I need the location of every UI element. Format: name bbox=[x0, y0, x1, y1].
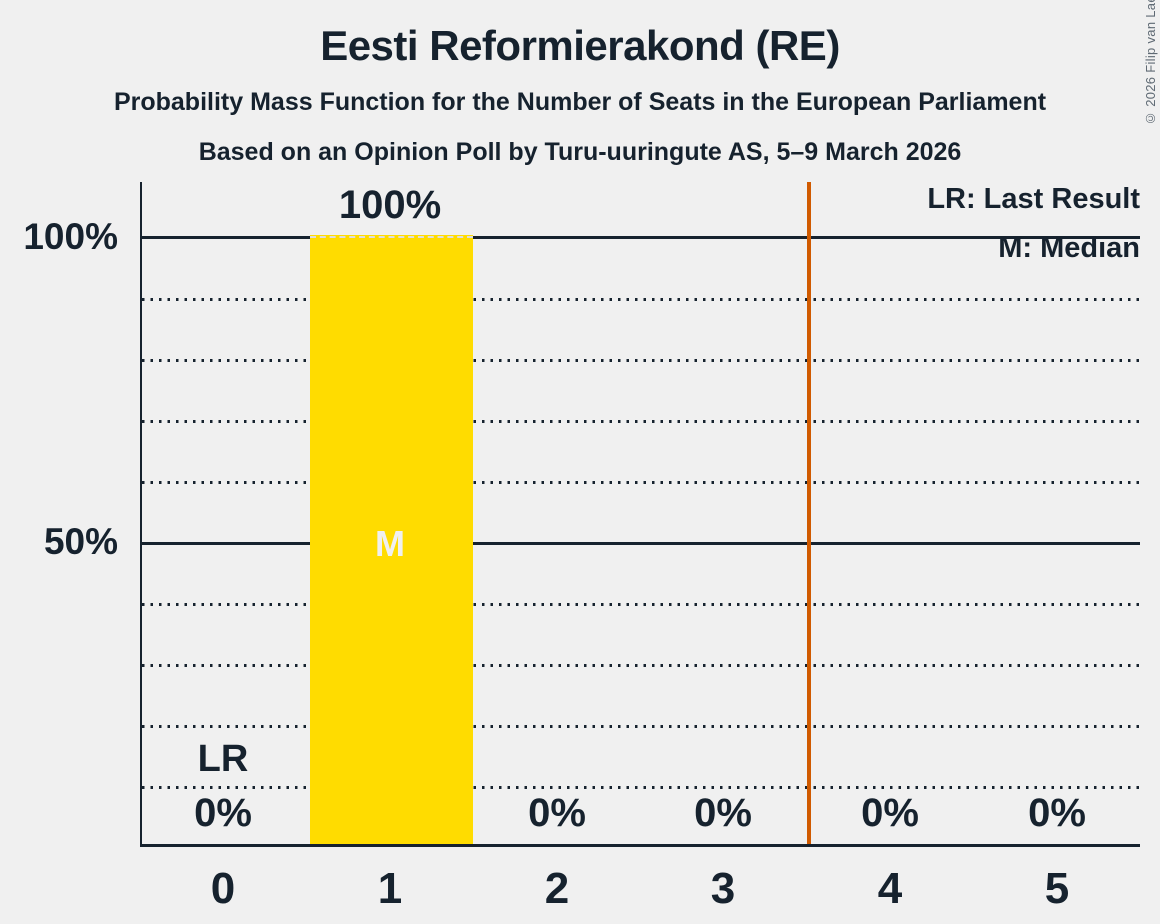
chart-subtitle: Probability Mass Function for the Number… bbox=[113, 88, 1047, 116]
chart-title: Eesti Reformierakond (RE) bbox=[320, 22, 840, 69]
x-tick-seat-0: 0 bbox=[210, 864, 236, 913]
bar-top-gridline-overlay bbox=[310, 236, 473, 238]
gridline-90pct bbox=[142, 298, 1140, 301]
y-axis-tick-50: 50% bbox=[43, 521, 118, 562]
gridline-100pct bbox=[142, 236, 1140, 239]
x-tick-seat-3: 3 bbox=[710, 864, 736, 913]
value-label-seat-1: 100% bbox=[338, 183, 442, 227]
x-tick-seat-1: 1 bbox=[377, 864, 403, 913]
x-tick-seat-2: 2 bbox=[544, 864, 570, 913]
value-label-seat-0: 0% bbox=[194, 791, 252, 835]
gridline-60pct bbox=[142, 481, 1140, 484]
copyright-notice: © 2026 Filip van Laenen bbox=[1143, 0, 1158, 126]
x-tick-seat-4: 4 bbox=[877, 864, 903, 913]
legend-last-result: LR: Last Result bbox=[927, 183, 1140, 215]
last-result-annotation: LR bbox=[197, 738, 249, 780]
legend-median: M: Median bbox=[998, 232, 1140, 264]
plot-area bbox=[140, 182, 1140, 847]
gridline-80pct bbox=[142, 359, 1140, 362]
gridline-10pct bbox=[142, 786, 1140, 789]
chart-poll-source: Based on an Opinion Poll by Turu-uuringu… bbox=[198, 138, 962, 166]
gridline-20pct bbox=[142, 725, 1140, 728]
gridline-30pct bbox=[142, 664, 1140, 667]
y-axis-tick-100: 100% bbox=[23, 216, 118, 257]
last-result-line bbox=[807, 182, 811, 844]
gridline-50pct bbox=[142, 542, 1140, 545]
gridline-70pct bbox=[142, 420, 1140, 423]
x-tick-seat-5: 5 bbox=[1044, 864, 1070, 913]
value-label-seat-3: 0% bbox=[694, 791, 752, 835]
value-label-seat-5: 0% bbox=[1028, 791, 1086, 835]
median-annotation: M bbox=[375, 523, 405, 564]
probability-bar-seat-1 bbox=[310, 234, 473, 844]
value-label-seat-4: 0% bbox=[861, 791, 919, 835]
value-label-seat-2: 0% bbox=[528, 791, 586, 835]
gridline-40pct bbox=[142, 603, 1140, 606]
